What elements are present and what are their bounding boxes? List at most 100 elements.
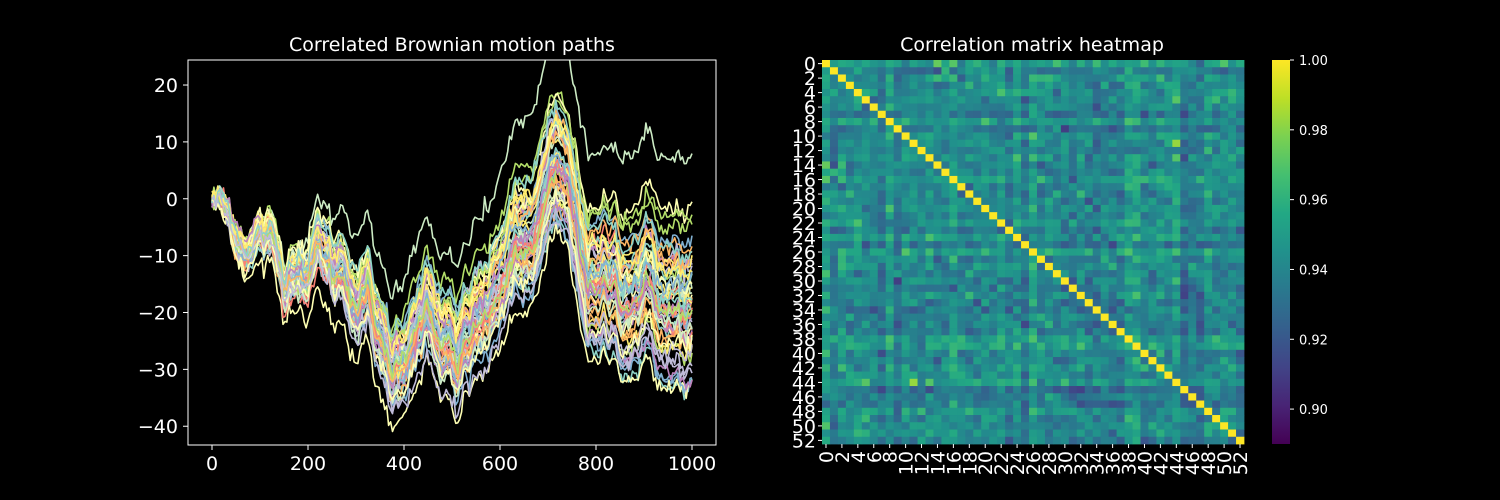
heatmap-cell xyxy=(822,161,831,170)
heatmap-cell xyxy=(1076,400,1086,409)
heatmap-cell xyxy=(941,219,950,228)
heatmap-cell xyxy=(1172,357,1181,365)
heatmap-cell xyxy=(965,342,974,351)
heatmap-cell xyxy=(893,378,903,387)
heatmap-cell xyxy=(901,161,910,170)
heatmap-cell xyxy=(837,233,847,242)
heatmap-cell xyxy=(1036,335,1046,343)
heatmap-cell xyxy=(1092,436,1102,445)
heatmap-cell xyxy=(1036,364,1046,372)
heatmap-cell xyxy=(1188,320,1197,329)
heatmap-cell xyxy=(1140,60,1149,68)
heatmap-cell xyxy=(965,386,974,394)
heatmap-cell xyxy=(1068,117,1078,126)
heatmap-cell xyxy=(1180,393,1189,401)
heatmap-cell xyxy=(869,103,879,112)
heatmap-cell xyxy=(1100,422,1110,430)
heatmap-cell xyxy=(941,378,950,387)
heatmap-cell xyxy=(997,357,1006,365)
heatmap-cell xyxy=(1220,357,1229,365)
heatmap-cell xyxy=(901,291,910,300)
heatmap-cell xyxy=(837,117,847,126)
heatmap-cell xyxy=(1124,110,1133,119)
heatmap-cell xyxy=(1140,88,1149,97)
heatmap-cell xyxy=(861,436,871,445)
heatmap-cell xyxy=(997,154,1006,162)
heatmap-cell xyxy=(1013,429,1022,438)
heatmap-cell xyxy=(845,226,855,235)
heatmap-cell xyxy=(917,88,926,97)
heatmap-cell xyxy=(989,393,998,401)
heatmap-cell xyxy=(853,248,863,257)
brownian-path xyxy=(211,198,693,433)
heatmap-cell xyxy=(869,342,879,351)
heatmap-cell xyxy=(1188,299,1197,307)
heatmap-cell xyxy=(901,67,910,75)
heatmap-cell xyxy=(1140,233,1149,242)
heatmap-cell xyxy=(1116,103,1125,112)
heatmap-cell xyxy=(981,313,990,322)
heatmap-cell xyxy=(957,320,966,329)
heatmap-cell xyxy=(829,342,839,351)
heatmap-cell xyxy=(1124,219,1133,228)
colorbar-gradient xyxy=(1272,60,1290,444)
heatmap-cell xyxy=(893,88,903,97)
heatmap-cell xyxy=(822,320,831,329)
heatmap-cell xyxy=(1068,328,1078,336)
heatmap-cell xyxy=(1204,241,1213,249)
heatmap-cell xyxy=(925,125,934,133)
heatmap-cell xyxy=(941,139,950,148)
heatmap-y-tick-label: 42 xyxy=(792,358,816,380)
heatmap-cell xyxy=(1092,270,1102,278)
heatmap-cell xyxy=(845,277,855,286)
heatmap-cell xyxy=(957,146,966,155)
heatmap-cell xyxy=(1036,342,1046,351)
heatmap-cell xyxy=(861,190,871,199)
heatmap-cell xyxy=(941,291,950,300)
heatmap-cell xyxy=(949,291,958,300)
heatmap-cell xyxy=(1052,204,1062,213)
heatmap-cell xyxy=(1084,168,1094,177)
heatmap-cell xyxy=(901,168,910,177)
heatmap-cell xyxy=(1060,320,1070,329)
heatmap-cell xyxy=(901,429,910,438)
heatmap-cell xyxy=(829,386,839,394)
heatmap-cell xyxy=(893,262,903,271)
heatmap-cell xyxy=(869,168,879,177)
heatmap-cell xyxy=(1236,335,1245,343)
heatmap-cell xyxy=(869,277,879,286)
heatmap-cell xyxy=(1148,320,1157,329)
heatmap-cell xyxy=(1140,306,1149,314)
heatmap-cell xyxy=(1188,96,1197,104)
heatmap-cell xyxy=(1005,400,1014,409)
heatmap-cell xyxy=(1188,306,1197,314)
heatmap-cell xyxy=(1172,74,1181,83)
heatmap-cell xyxy=(1156,270,1165,278)
heatmap-cell xyxy=(1164,139,1173,148)
heatmap-x-tick-label: 12 xyxy=(912,451,934,475)
heatmap-cell xyxy=(917,255,926,264)
heatmap-cell xyxy=(997,415,1006,423)
heatmap-cell xyxy=(901,190,910,199)
heatmap-cell xyxy=(1124,161,1133,170)
heatmap-cell xyxy=(909,313,918,322)
heatmap-y-tick-label: 6 xyxy=(804,97,816,119)
heatmap-cell xyxy=(829,81,839,90)
heatmap-cell xyxy=(1068,342,1078,351)
heatmap-cell xyxy=(997,270,1006,278)
heatmap-cell xyxy=(965,313,974,322)
heatmap-cell xyxy=(837,139,847,148)
heatmap-cell xyxy=(933,436,942,445)
heatmap-cell xyxy=(949,342,958,351)
heatmap-cell xyxy=(1180,400,1189,409)
heatmap-cell xyxy=(1228,436,1237,445)
heatmap-cell xyxy=(1092,125,1102,133)
heatmap-cell xyxy=(917,219,926,228)
heatmap-cell xyxy=(1100,103,1110,112)
heatmap-cell xyxy=(957,248,966,257)
heatmap-cell xyxy=(885,277,895,286)
heatmap-cell xyxy=(1116,67,1125,75)
heatmap-cell xyxy=(869,110,879,119)
heatmap-cell xyxy=(917,103,926,112)
heatmap-cell xyxy=(1164,233,1173,242)
